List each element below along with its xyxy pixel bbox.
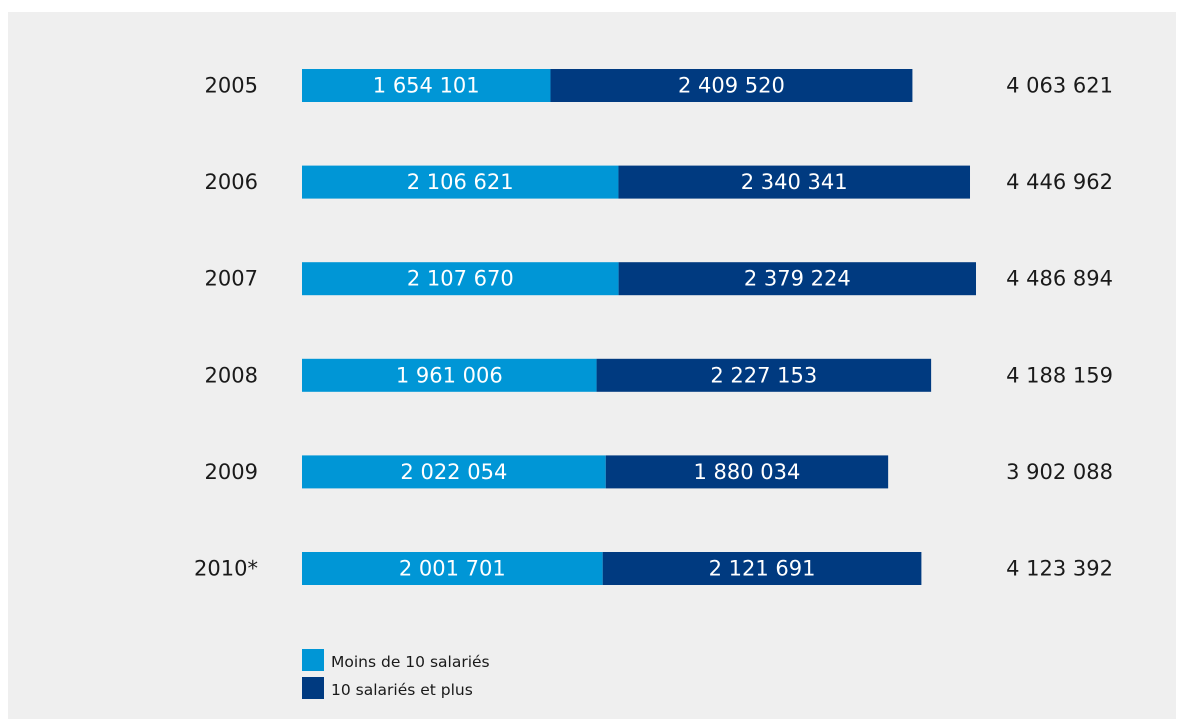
bar-value-label: 2 106 621 — [407, 170, 514, 194]
bar-value-label: 2 227 153 — [710, 363, 817, 387]
total-label: 3 902 088 — [1006, 460, 1113, 484]
bar-value-label: 1 880 034 — [694, 460, 801, 484]
bar-segment-small-firms — [302, 262, 619, 296]
year-label: 2006 — [205, 170, 258, 194]
bar-segment-large-firms — [618, 262, 976, 296]
bar-value-label: 1 961 006 — [396, 363, 503, 387]
total-label: 4 188 159 — [1006, 363, 1113, 387]
bar-value-label: 2 340 341 — [741, 170, 848, 194]
bar-value-label: 2 107 670 — [407, 267, 514, 291]
legend-swatch — [302, 677, 324, 699]
bar-segment-large-firms — [618, 165, 971, 199]
year-label: 2007 — [205, 267, 258, 291]
total-label: 4 123 392 — [1006, 557, 1113, 581]
bar-segment-large-firms — [596, 358, 932, 392]
bar-segment-large-firms — [605, 455, 889, 489]
bar-segment-small-firms — [302, 358, 597, 392]
year-label: 2009 — [205, 460, 258, 484]
total-label: 4 486 894 — [1006, 267, 1113, 291]
bars-layer — [302, 69, 976, 585]
total-label: 4 446 962 — [1006, 170, 1113, 194]
labels-layer: 2005 1 654 101 2 409 520 4 063 621 2006 2 106… — [194, 74, 1113, 581]
bar-value-label: 2 379 224 — [744, 267, 851, 291]
bar-segment-small-firms — [302, 69, 551, 102]
legend-swatch — [302, 649, 324, 671]
legend: Moins de 10 salariés 10 salariés et plus — [302, 649, 490, 699]
bar-value-label: 1 654 101 — [373, 74, 480, 98]
year-label: 2010* — [194, 557, 258, 581]
bar-value-label: 2 409 520 — [678, 74, 785, 98]
bar-segment-small-firms — [302, 552, 603, 585]
bar-segment-small-firms — [302, 455, 606, 489]
year-label: 2008 — [205, 363, 258, 387]
legend-label: Moins de 10 salariés — [331, 653, 490, 671]
bar-segment-small-firms — [302, 165, 619, 199]
bar-segment-large-firms — [602, 552, 922, 585]
total-label: 4 063 621 — [1006, 74, 1113, 98]
year-label: 2005 — [205, 74, 258, 98]
bar-value-label: 2 001 701 — [399, 557, 506, 581]
bar-value-label: 2 022 054 — [400, 460, 507, 484]
bar-segment-large-firms — [550, 69, 913, 102]
legend-label: 10 salariés et plus — [331, 681, 473, 699]
bar-value-label: 2 121 691 — [709, 557, 816, 581]
